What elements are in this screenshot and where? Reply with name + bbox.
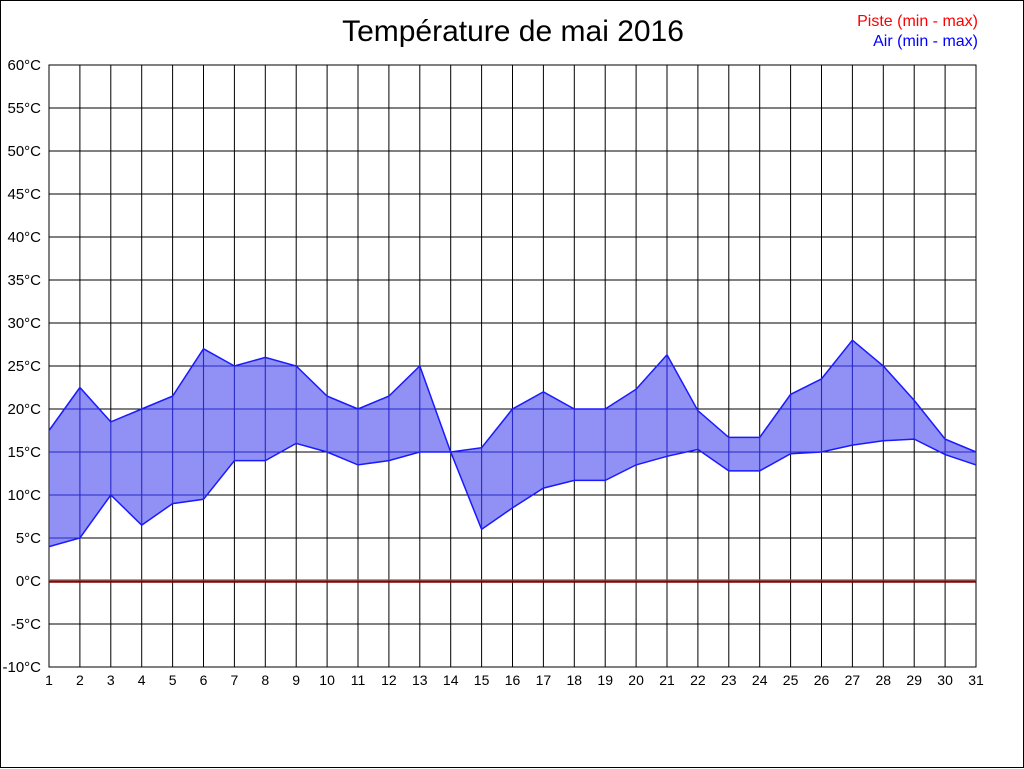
svg-text:40°C: 40°C: [7, 229, 41, 246]
svg-text:15: 15: [474, 672, 490, 688]
svg-text:15°C: 15°C: [7, 444, 41, 461]
svg-text:24: 24: [752, 672, 768, 688]
svg-text:45°C: 45°C: [7, 186, 41, 203]
svg-text:55°C: 55°C: [7, 100, 41, 117]
svg-text:5: 5: [169, 672, 177, 688]
svg-text:0°C: 0°C: [16, 573, 41, 590]
svg-text:30°C: 30°C: [7, 315, 41, 332]
svg-text:19: 19: [597, 672, 613, 688]
svg-text:30: 30: [937, 672, 953, 688]
svg-text:10°C: 10°C: [7, 487, 41, 504]
svg-text:5°C: 5°C: [16, 530, 41, 547]
svg-text:25: 25: [783, 672, 799, 688]
svg-text:16: 16: [505, 672, 521, 688]
svg-text:29: 29: [906, 672, 922, 688]
svg-text:23: 23: [721, 672, 737, 688]
svg-text:31: 31: [968, 672, 984, 688]
svg-text:50°C: 50°C: [7, 143, 41, 160]
svg-text:10: 10: [319, 672, 335, 688]
svg-text:1: 1: [45, 672, 53, 688]
svg-text:4: 4: [138, 672, 146, 688]
svg-text:18: 18: [567, 672, 583, 688]
svg-text:27: 27: [845, 672, 861, 688]
svg-text:2: 2: [76, 672, 84, 688]
svg-text:20: 20: [628, 672, 644, 688]
svg-text:3: 3: [107, 672, 115, 688]
svg-text:35°C: 35°C: [7, 272, 41, 289]
svg-text:28: 28: [876, 672, 892, 688]
svg-text:6: 6: [200, 672, 208, 688]
svg-text:20°C: 20°C: [7, 401, 41, 418]
svg-text:17: 17: [536, 672, 552, 688]
svg-text:26: 26: [814, 672, 830, 688]
svg-text:13: 13: [412, 672, 428, 688]
svg-text:12: 12: [381, 672, 397, 688]
svg-text:7: 7: [231, 672, 239, 688]
svg-text:14: 14: [443, 672, 459, 688]
svg-text:21: 21: [659, 672, 675, 688]
svg-text:9: 9: [292, 672, 300, 688]
svg-text:25°C: 25°C: [7, 358, 41, 375]
svg-text:22: 22: [690, 672, 706, 688]
svg-text:60°C: 60°C: [7, 57, 41, 74]
svg-text:11: 11: [351, 672, 366, 688]
svg-text:8: 8: [261, 672, 269, 688]
svg-text:-5°C: -5°C: [11, 616, 41, 633]
svg-text:-10°C: -10°C: [2, 659, 41, 676]
